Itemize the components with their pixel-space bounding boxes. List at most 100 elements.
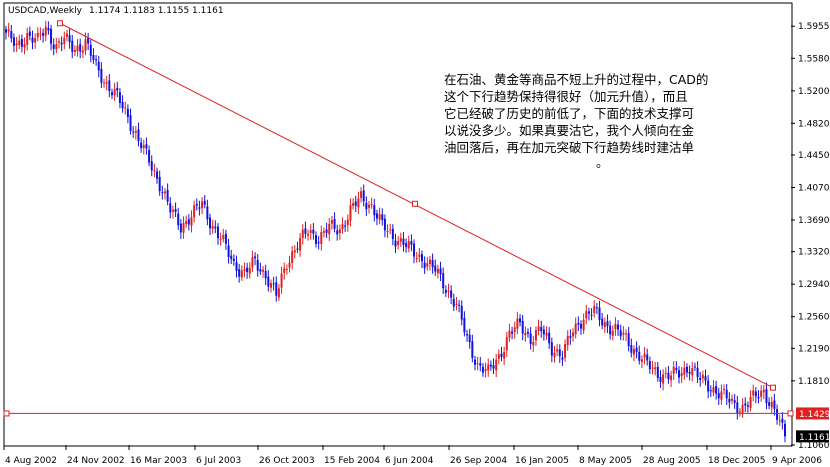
candle-body — [23, 44, 26, 48]
candle-body — [322, 231, 325, 233]
candle-body — [116, 88, 119, 91]
candle-body — [532, 342, 535, 346]
candle-body — [709, 390, 712, 392]
candle-body — [672, 366, 675, 374]
candle-body — [254, 256, 257, 259]
candle-body — [153, 170, 156, 172]
y-tick-label: 1.1060 — [798, 441, 830, 451]
candle-body — [638, 351, 641, 361]
candle-body — [336, 230, 339, 235]
candle-body — [288, 262, 291, 268]
trendline-handle[interactable] — [57, 20, 63, 27]
support-handle-right[interactable] — [787, 410, 794, 417]
candle-body — [662, 374, 665, 384]
candle-body — [52, 44, 55, 49]
x-tick-label: 16 Mar 2003 — [130, 456, 187, 466]
candle-body — [206, 206, 209, 220]
candle-body — [397, 241, 400, 245]
candle-body — [564, 344, 567, 358]
candle-body — [7, 29, 10, 32]
candle-body — [595, 307, 598, 309]
candle-body — [492, 365, 495, 369]
candle-body — [238, 269, 241, 277]
candle-body — [431, 260, 434, 268]
candle-body — [201, 201, 204, 208]
candle-body — [330, 220, 333, 224]
candle-body — [26, 33, 29, 45]
candle-body — [224, 233, 227, 244]
candle-body — [738, 411, 741, 413]
y-tick-label: 1.5200 — [798, 87, 830, 97]
candle-body — [320, 231, 323, 244]
candle-body — [479, 363, 482, 366]
candle-body — [285, 269, 288, 271]
trendlines-group — [3, 20, 794, 417]
candle-body — [126, 108, 129, 118]
candle-body — [87, 37, 90, 44]
candle-body — [15, 43, 18, 46]
candle-body — [476, 363, 479, 365]
candle-body — [587, 311, 590, 314]
candle-body — [283, 268, 286, 273]
annotation-line: 以说没多少。如果真要沽它，我个人倾向在金 — [444, 123, 695, 138]
candle-body — [664, 372, 667, 374]
candle-body — [315, 235, 318, 244]
candle-body — [768, 402, 771, 406]
trendline-handle[interactable] — [770, 384, 776, 391]
y-axis: 1.5955 1.5580 1.5200 1.4820 1.4450 1.4070 1.36… — [791, 22, 830, 451]
candle-body — [63, 37, 66, 44]
candle-body — [497, 354, 500, 359]
current-price-badge-label: 1.1161 — [799, 433, 830, 443]
candle-body — [778, 420, 781, 422]
candle-body — [683, 367, 686, 375]
candle-body — [312, 229, 315, 234]
annotation-line: 在石油、黄金等商品不短上升的过程中，CAD的 — [444, 72, 708, 87]
candle-body — [436, 268, 439, 274]
candle-body — [484, 369, 487, 372]
candle-body — [113, 89, 116, 96]
candle-body — [399, 237, 402, 242]
candle-body — [670, 375, 673, 381]
candle-body — [216, 226, 219, 239]
candle-body — [558, 349, 561, 357]
candle-body — [582, 319, 585, 331]
candle-body — [415, 257, 418, 259]
candle-body — [598, 307, 601, 320]
candle-body — [736, 402, 739, 413]
candle-body — [222, 235, 225, 239]
candle-body — [150, 161, 153, 171]
candle-body — [678, 370, 681, 378]
candle-body — [39, 34, 42, 36]
symbol-label: USDCAD,Weekly — [8, 6, 83, 16]
candle-body — [526, 331, 529, 334]
candle-body — [256, 259, 259, 271]
candle-body — [391, 228, 394, 239]
candle-body — [171, 209, 174, 212]
candle-body — [707, 380, 710, 392]
candle-body — [452, 298, 455, 307]
candle-body — [174, 209, 177, 212]
candle-body — [185, 220, 188, 225]
y-tick-label: 1.3690 — [798, 216, 830, 226]
candle-body — [341, 224, 344, 230]
candle-body — [540, 326, 543, 332]
candle-body — [211, 225, 214, 229]
trendline-handle[interactable] — [412, 200, 418, 207]
y-tick-label: 1.4820 — [798, 119, 830, 129]
candle-body — [219, 239, 222, 241]
candle-body — [97, 61, 100, 71]
candle-body — [5, 29, 7, 33]
candle-body — [577, 322, 580, 325]
candle-body — [574, 323, 577, 335]
candle-body — [648, 360, 651, 370]
candle-body — [463, 318, 466, 333]
candle-body — [630, 345, 633, 353]
candle-body — [161, 192, 164, 194]
candle-body — [473, 359, 476, 365]
support-handle-left[interactable] — [3, 410, 10, 417]
candle-body — [418, 254, 421, 257]
candle-body — [675, 367, 678, 370]
candle-body — [325, 229, 328, 233]
